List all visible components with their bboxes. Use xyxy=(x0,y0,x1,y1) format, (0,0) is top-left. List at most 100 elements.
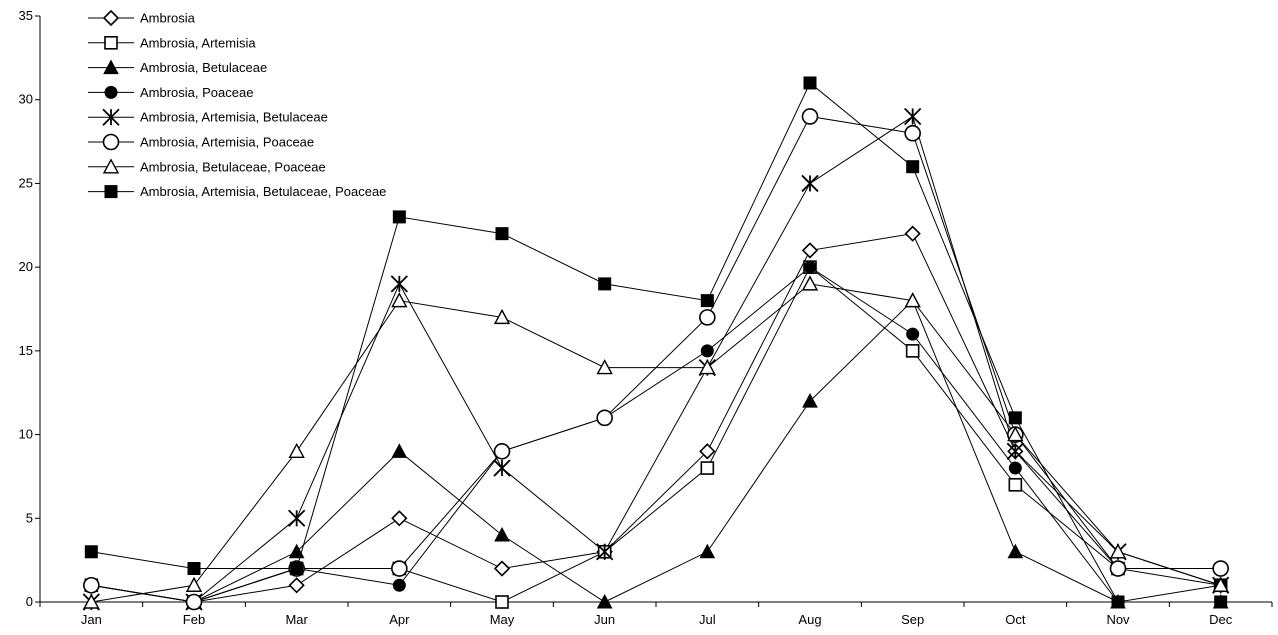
legend-item: Ambrosia, Artemisia, Betulaceae, Poaceae xyxy=(88,184,386,199)
data-point xyxy=(83,593,100,609)
x-tick-label: May xyxy=(490,612,515,627)
y-tick-label: 0 xyxy=(26,594,33,609)
data-point xyxy=(493,443,511,460)
data-point xyxy=(598,277,612,291)
data-point xyxy=(1109,560,1127,577)
series-line-7 xyxy=(91,283,1221,603)
series-markers-7 xyxy=(83,275,1229,609)
data-point xyxy=(495,595,509,609)
series-line-4 xyxy=(91,266,1221,603)
series-markers-2 xyxy=(84,260,1228,609)
data-point xyxy=(904,292,921,308)
y-tick-label: 20 xyxy=(19,259,33,274)
x-tick-label: Aug xyxy=(798,612,821,627)
data-point xyxy=(391,560,408,577)
legend-label: Ambrosia, Artemisia xyxy=(140,35,256,50)
legend-marker xyxy=(103,59,119,75)
legend: Ambrosia Ambrosia, Artemisia Ambrosia, Bet… xyxy=(88,9,386,199)
data-point xyxy=(699,309,716,326)
data-point xyxy=(803,76,817,90)
series-markers-8 xyxy=(84,76,1228,609)
data-point xyxy=(187,562,201,576)
data-point xyxy=(494,526,510,542)
data-point xyxy=(596,359,613,375)
data-point xyxy=(1008,411,1022,425)
data-point xyxy=(493,560,511,577)
data-point xyxy=(185,576,203,592)
data-point xyxy=(596,409,613,427)
data-point xyxy=(699,543,716,559)
legend-item: Ambrosia, Artemisia, Poaceae xyxy=(88,133,314,151)
legend-item: Ambrosia, Artemisia, Betulaceae xyxy=(88,108,328,126)
data-point xyxy=(700,294,714,308)
data-point xyxy=(700,344,714,358)
data-point xyxy=(185,593,203,611)
x-tick-label: Jan xyxy=(81,612,102,627)
data-point xyxy=(1008,461,1022,475)
data-point xyxy=(904,107,922,126)
data-point xyxy=(290,562,304,576)
data-point xyxy=(392,578,406,592)
data-point xyxy=(801,174,819,193)
legend-item: Ambrosia, Artemisia xyxy=(88,35,256,50)
legend-label: Ambrosia, Artemisia, Betulaceae, Poaceae xyxy=(140,184,386,199)
legend-marker xyxy=(104,35,118,50)
series-line-1 xyxy=(91,233,1221,603)
data-point xyxy=(1214,595,1228,609)
data-point xyxy=(801,108,819,125)
y-tick-label: 25 xyxy=(19,175,33,190)
legend-marker xyxy=(102,108,120,126)
x-tick-label: Jun xyxy=(594,612,615,627)
x-tick-label: Nov xyxy=(1106,612,1130,627)
legend-item: Ambrosia, Poaceae xyxy=(88,85,253,100)
legend-label: Ambrosia, Artemisia, Betulaceae xyxy=(140,110,328,125)
legend-marker xyxy=(102,158,120,174)
data-point xyxy=(288,442,305,459)
data-point xyxy=(906,327,920,341)
data-point xyxy=(84,545,98,559)
data-point xyxy=(288,577,305,594)
legend-marker xyxy=(104,185,118,199)
series-line-5 xyxy=(91,115,1221,603)
data-point xyxy=(391,443,408,458)
series-layer xyxy=(82,76,1230,611)
x-tick-label: Dec xyxy=(1209,612,1233,627)
data-point xyxy=(700,461,715,475)
legend-marker xyxy=(102,133,120,151)
y-tick-label: 5 xyxy=(26,510,33,525)
legend-item: Ambrosia, Betulaceae, Poaceae xyxy=(88,158,326,174)
legend-item: Ambrosia, Betulaceae xyxy=(88,59,267,75)
data-point xyxy=(699,443,716,460)
data-point xyxy=(596,543,614,561)
y-tick-label: 35 xyxy=(19,8,33,23)
x-tick-label: Feb xyxy=(183,612,205,627)
legend-label: Ambrosia, Artemisia, Poaceae xyxy=(140,135,314,150)
series-markers-3 xyxy=(83,292,1229,609)
data-point xyxy=(391,292,408,308)
legend-label: Ambrosia, Betulaceae xyxy=(140,60,267,75)
data-point xyxy=(904,225,921,242)
legend-marker xyxy=(104,85,118,99)
legend-label: Ambrosia, Betulaceae, Poaceae xyxy=(140,159,326,174)
data-point xyxy=(905,344,920,358)
data-point xyxy=(1212,576,1229,592)
data-point xyxy=(802,393,818,408)
data-point xyxy=(392,210,406,224)
data-point xyxy=(1007,543,1024,559)
y-tick-label: 15 xyxy=(19,343,33,358)
data-point xyxy=(596,593,613,609)
data-point xyxy=(288,543,305,559)
x-tick-label: Oct xyxy=(1005,612,1026,627)
data-point xyxy=(288,509,306,527)
x-tick-label: Jul xyxy=(699,612,716,627)
data-point xyxy=(83,576,100,594)
x-tick-label: Mar xyxy=(285,612,308,627)
y-tick-label: 10 xyxy=(19,427,33,442)
data-point xyxy=(1006,442,1024,460)
legend-item: Ambrosia xyxy=(88,9,196,27)
x-tick-label: Apr xyxy=(389,612,410,627)
data-point xyxy=(1008,477,1023,492)
data-point xyxy=(1109,543,1127,559)
